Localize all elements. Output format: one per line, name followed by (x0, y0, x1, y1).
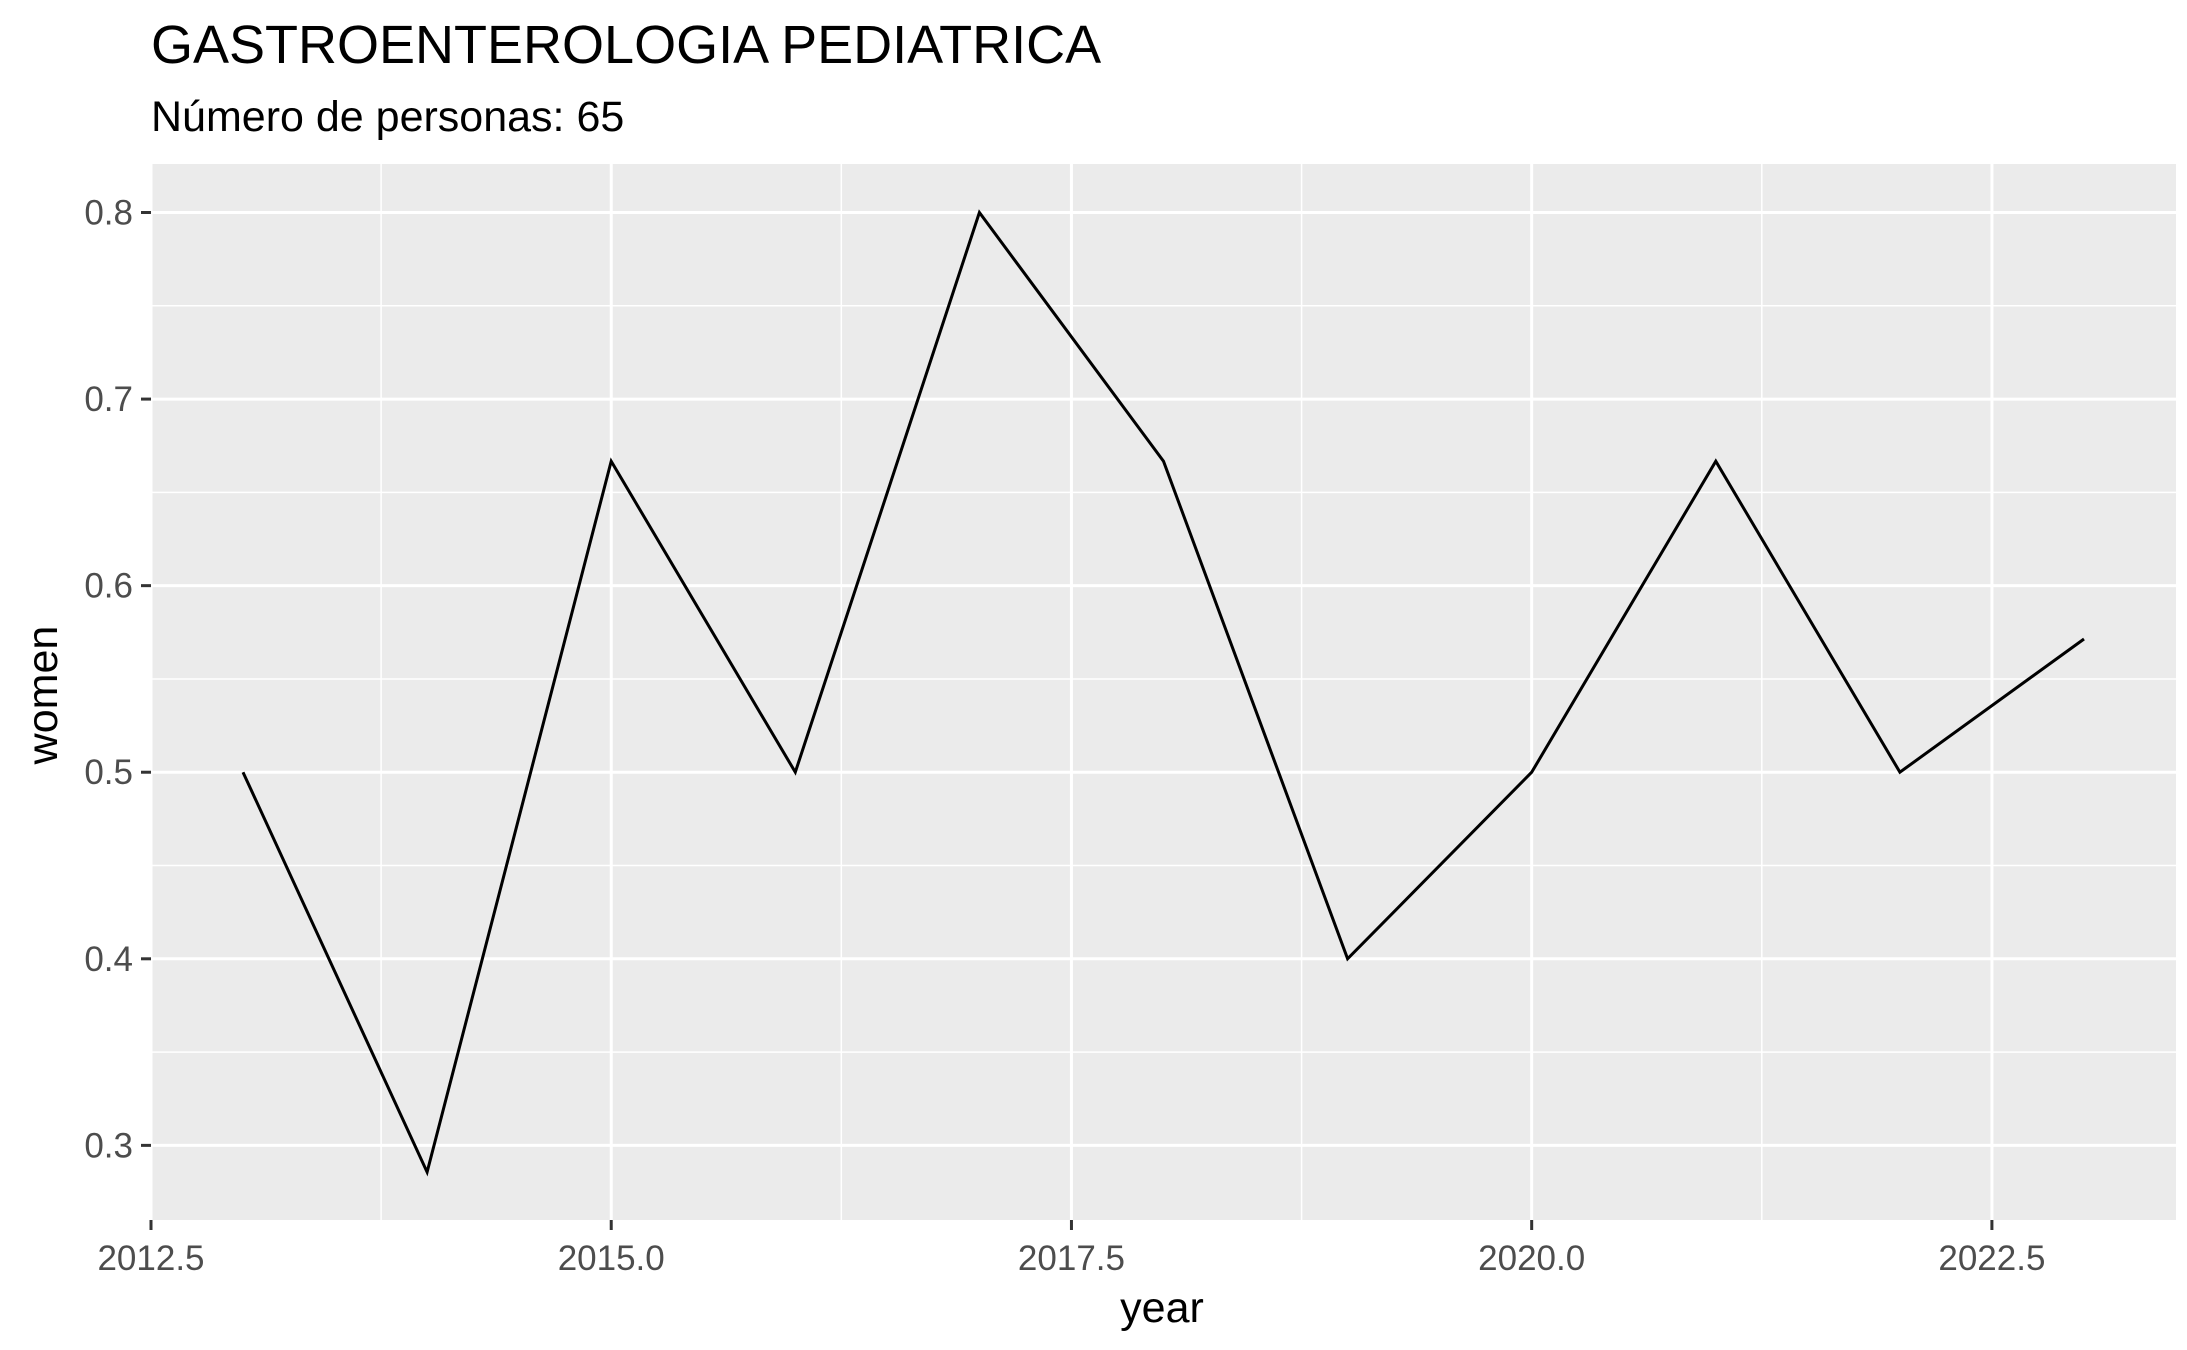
x-tick-label: 2017.5 (1018, 1239, 1125, 1278)
x-axis-title: year (1120, 1284, 1204, 1332)
y-axis: 0.3 0.4 0.5 0.6 0.7 0.8 (84, 194, 151, 1165)
chart-title: GASTROENTEROLOGIA PEDIATRICA (151, 15, 1101, 75)
x-tick-label: 2020.0 (1478, 1239, 1585, 1278)
y-axis-title: women (19, 626, 67, 766)
major-gridlines (149, 164, 2176, 1220)
x-tick-label: 2022.5 (1938, 1239, 2045, 1278)
chart-subtitle: Número de personas: 65 (151, 93, 624, 141)
x-tick-label: 2012.5 (97, 1239, 204, 1278)
y-tick-label: 0.7 (84, 380, 133, 419)
y-tick-label: 0.5 (84, 753, 133, 792)
x-tick-label: 2015.0 (558, 1239, 665, 1278)
y-tick-label: 0.4 (84, 940, 133, 979)
series-line (241, 209, 2085, 1177)
y-tick-label: 0.8 (84, 194, 133, 233)
minor-gridlines (151, 164, 2176, 1220)
y-tick-label: 0.6 (84, 567, 133, 606)
series-layer (241, 209, 2085, 1177)
plot-panel (151, 164, 2176, 1220)
x-axis: 2012.5 2015.0 2017.5 2020.0 2022.5 (97, 1220, 2045, 1278)
y-tick-label: 0.3 (84, 1126, 133, 1165)
